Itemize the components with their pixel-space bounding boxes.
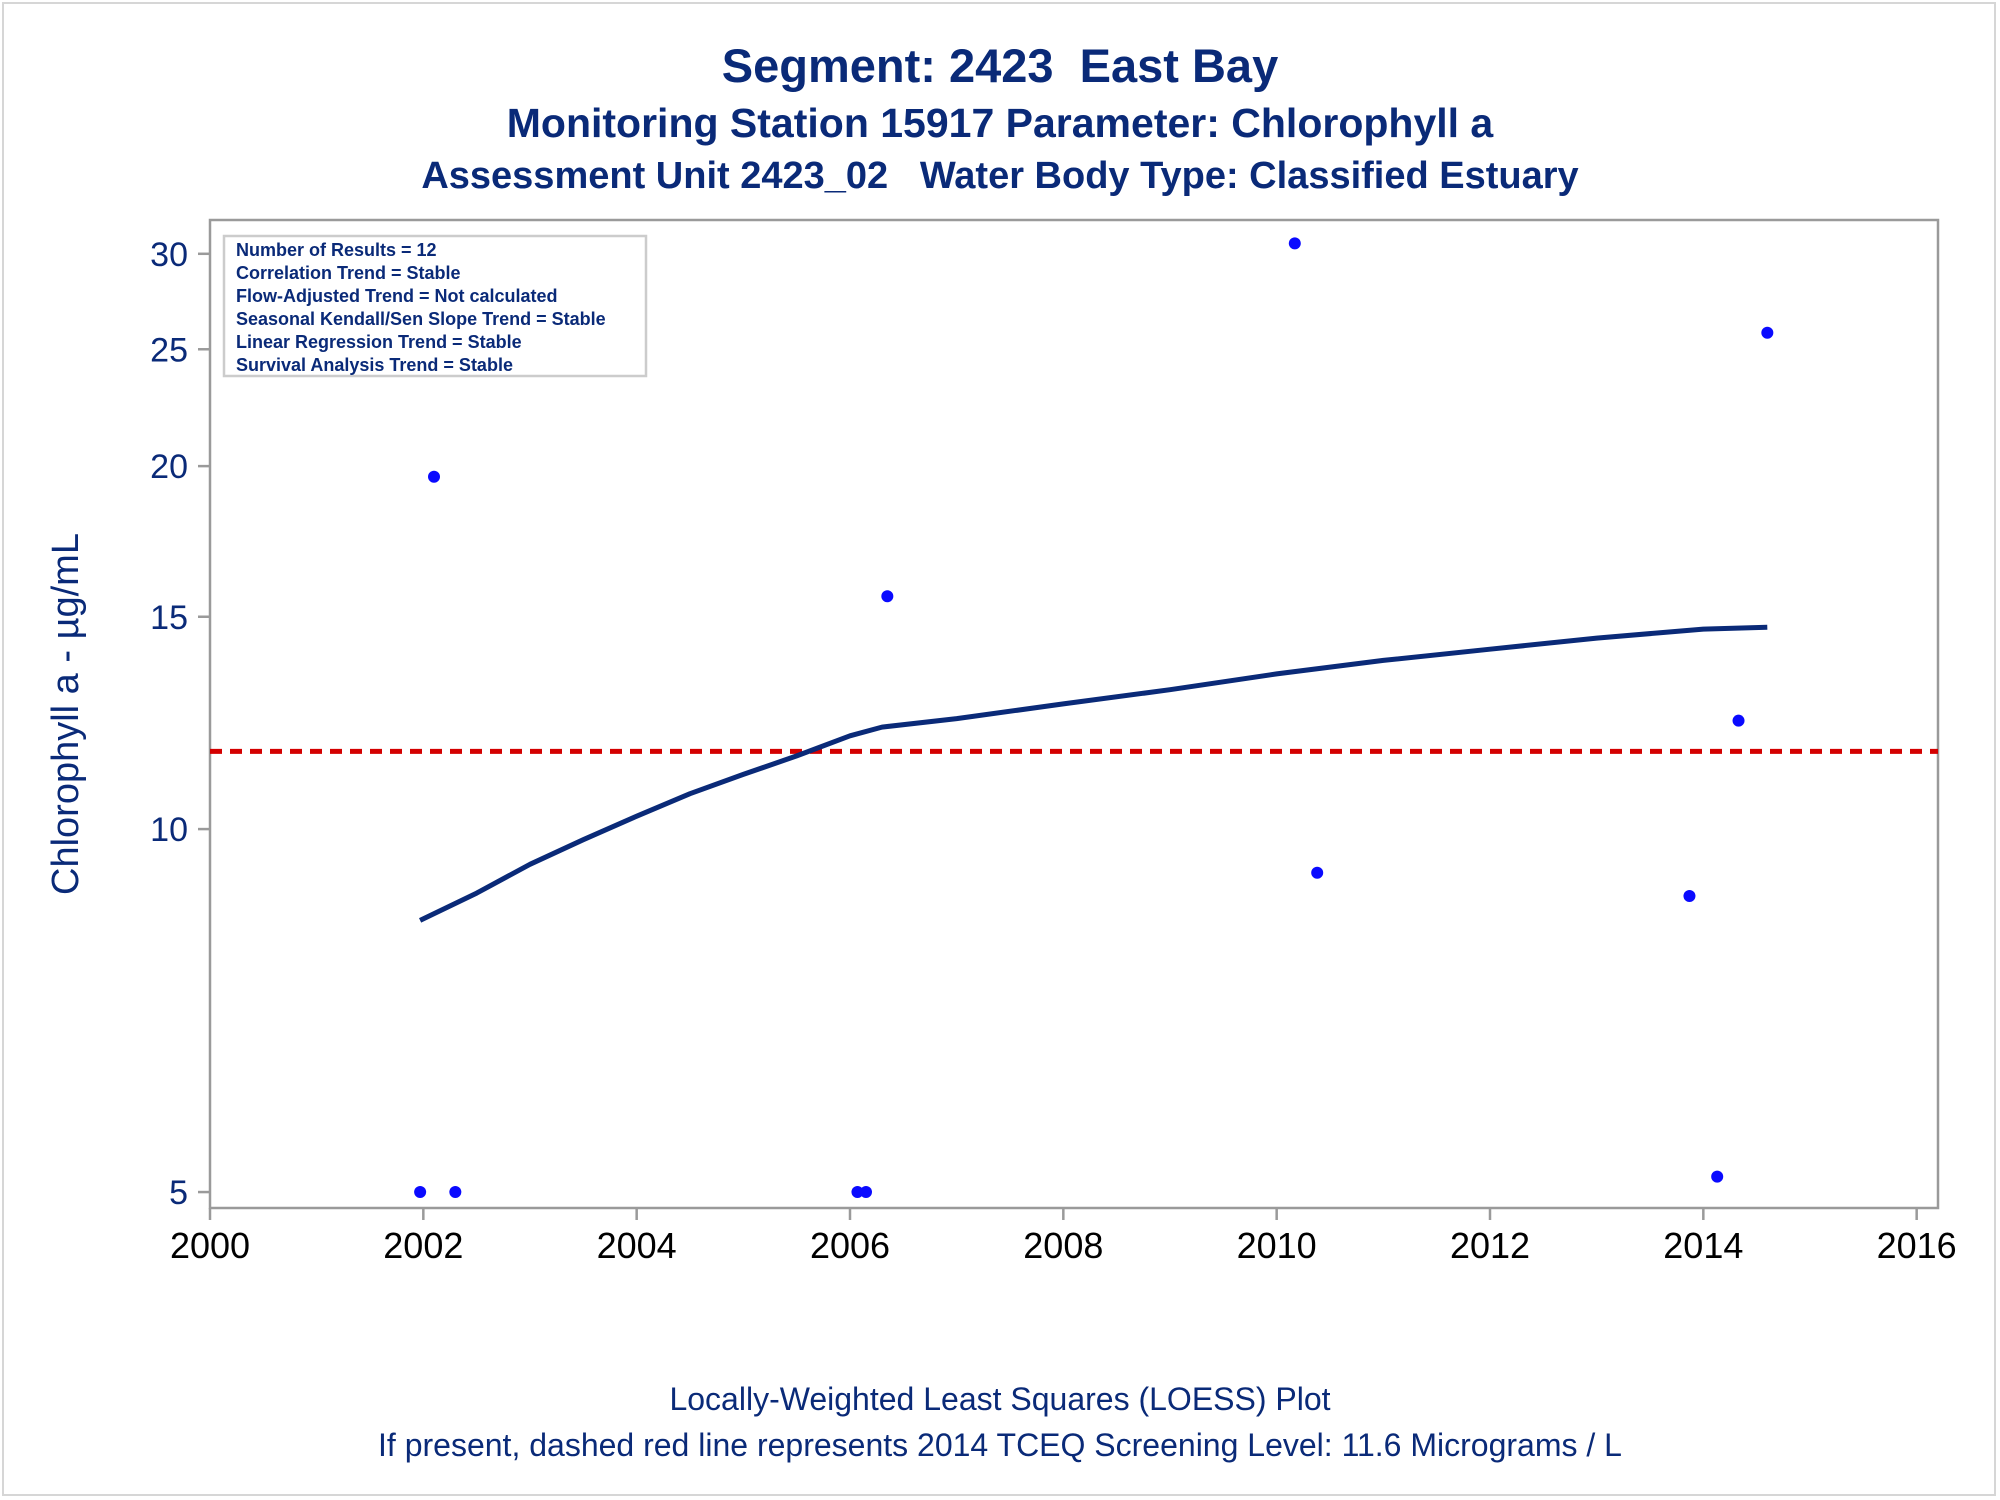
data-point <box>1683 890 1696 903</box>
stats-correlation: Correlation Trend = Stable <box>236 263 461 283</box>
stats-seasonal-kendall: Seasonal Kendall/Sen Slope Trend = Stabl… <box>236 309 606 329</box>
data-point <box>881 590 894 603</box>
x-tick-label: 2016 <box>1877 1225 1957 1266</box>
data-point <box>860 1186 872 1199</box>
data-points <box>414 237 1774 1199</box>
chart-subtitle: Monitoring Station 15917 Parameter: Chlo… <box>506 100 1494 146</box>
x-tick-label: 2002 <box>383 1225 463 1266</box>
data-point <box>851 1186 864 1199</box>
data-point <box>1711 1170 1724 1183</box>
y-tick-label: 15 <box>150 599 188 637</box>
x-tick-label: 2000 <box>170 1225 250 1266</box>
stats-inset-border <box>222 234 648 378</box>
data-point <box>414 1186 427 1199</box>
chart-title: Segment: 2423 East Bay <box>721 39 1279 92</box>
data-point <box>1761 326 1774 339</box>
y-tick-label: 10 <box>150 811 188 849</box>
x-tick-label: 2012 <box>1450 1225 1530 1266</box>
y-tick-label: 20 <box>150 448 188 486</box>
x-tick-label: 2010 <box>1237 1225 1317 1266</box>
stats-inset: Number of Results = 12 Correlation Trend… <box>222 234 648 378</box>
data-point <box>1288 237 1301 250</box>
footnote-screening: If present, dashed red line represents 2… <box>378 1427 1622 1463</box>
data-point <box>1732 714 1745 727</box>
stats-flow-adjusted: Flow-Adjusted Trend = Not calculated <box>236 286 558 306</box>
chart-subtitle-2: Assessment Unit 2423_02 Water Body Type:… <box>421 155 1579 197</box>
data-point <box>449 1186 462 1199</box>
data-point <box>1311 866 1324 879</box>
x-tick-label: 2004 <box>597 1225 677 1266</box>
footnote-method: Locally-Weighted Least Squares (LOESS) P… <box>669 1381 1331 1417</box>
y-axis: 5 10 15 20 25 30 <box>150 236 210 1212</box>
plot-frame <box>208 218 1940 1210</box>
stats-linear-regression: Linear Regression Trend = Stable <box>236 332 522 352</box>
y-axis-label: Chlorophyll a - µg/mL <box>45 533 87 895</box>
y-tick-label: 25 <box>150 331 188 369</box>
data-point <box>428 470 440 483</box>
x-tick-label: 2008 <box>1023 1225 1103 1266</box>
loess-curve <box>419 624 1768 923</box>
y-tick-label: 5 <box>169 1174 188 1212</box>
x-axis: 2000 2002 2004 2006 2008 2010 2012 2014 2016 <box>170 1208 1957 1266</box>
x-tick-label: 2006 <box>810 1225 890 1266</box>
stats-survival: Survival Analysis Trend = Stable <box>236 355 513 375</box>
y-tick-label: 30 <box>150 236 188 274</box>
stats-results: Number of Results = 12 <box>236 240 437 260</box>
x-tick-label: 2014 <box>1663 1225 1743 1266</box>
